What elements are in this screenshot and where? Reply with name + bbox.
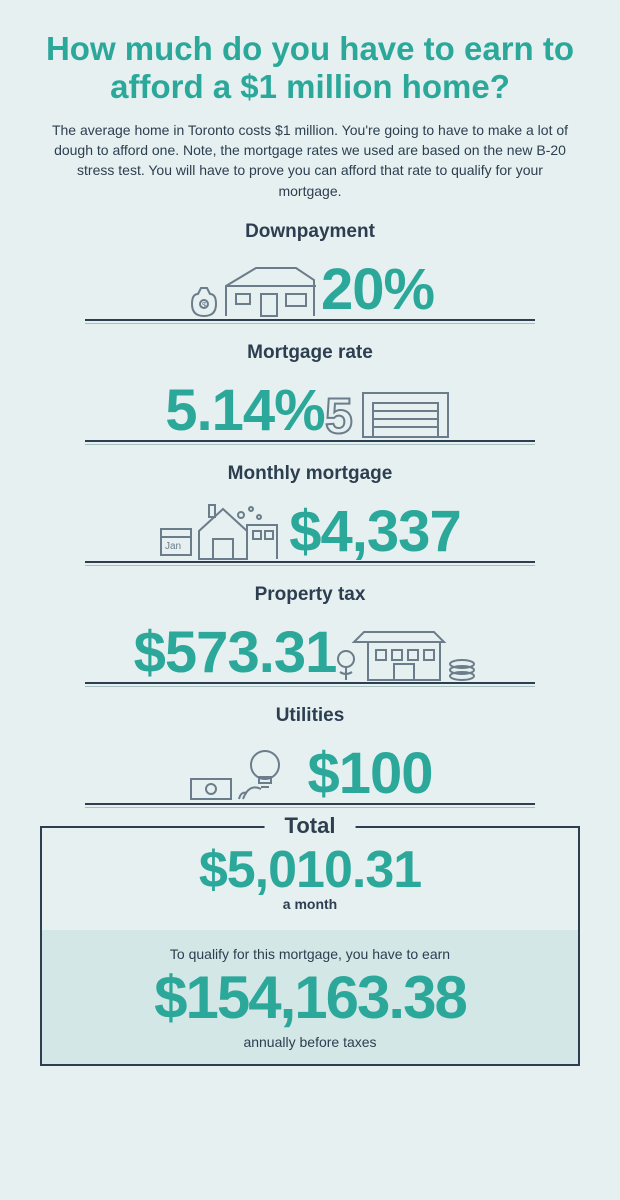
total-monthly-value: $5,010.31: [42, 844, 578, 896]
garage-icon: 5: [325, 368, 455, 440]
house-calendar-icon: Jan: [159, 489, 289, 561]
section-label: Utilities: [40, 705, 580, 727]
section-monthly-mortgage: Monthly mortgage Jan $4,337: [40, 463, 580, 566]
section-property-tax: Property tax $573.31: [40, 584, 580, 687]
house-coins-icon: [336, 610, 486, 682]
section-label: Mortgage rate: [40, 342, 580, 364]
svg-text:$: $: [202, 301, 207, 310]
section-mortgage-rate: Mortgage rate 5.14% 5: [40, 342, 580, 445]
svg-text:Jan: Jan: [165, 541, 181, 552]
stat-value: 20%: [321, 261, 434, 319]
section-utilities: Utilities $100: [40, 705, 580, 808]
house-bag-icon: $: [186, 247, 321, 319]
section-downpayment: Downpayment $ 20%: [40, 221, 580, 324]
section-label: Property tax: [40, 584, 580, 606]
page-subtitle: The average home in Toronto costs $1 mil…: [40, 120, 580, 201]
stat-value: 5.14%: [165, 382, 324, 440]
svg-text:5: 5: [325, 388, 353, 440]
stat-value: $4,337: [289, 503, 460, 561]
total-label: Total: [265, 813, 356, 839]
annual-pre-text: To qualify for this mortgage, you have t…: [52, 946, 568, 962]
stat-value: $573.31: [134, 624, 337, 682]
annual-value: $154,163.38: [52, 968, 568, 1028]
page-title: How much do you have to earn to afford a…: [40, 30, 580, 106]
total-monthly-sub: a month: [42, 896, 578, 912]
section-label: Downpayment: [40, 221, 580, 243]
annual-post-text: annually before taxes: [52, 1034, 568, 1050]
bulb-money-icon: [187, 731, 307, 803]
section-label: Monthly mortgage: [40, 463, 580, 485]
annual-box: To qualify for this mortgage, you have t…: [42, 930, 578, 1064]
stat-value: $100: [307, 745, 432, 803]
total-box: Total $5,010.31 a month To qualify for t…: [40, 826, 580, 1066]
